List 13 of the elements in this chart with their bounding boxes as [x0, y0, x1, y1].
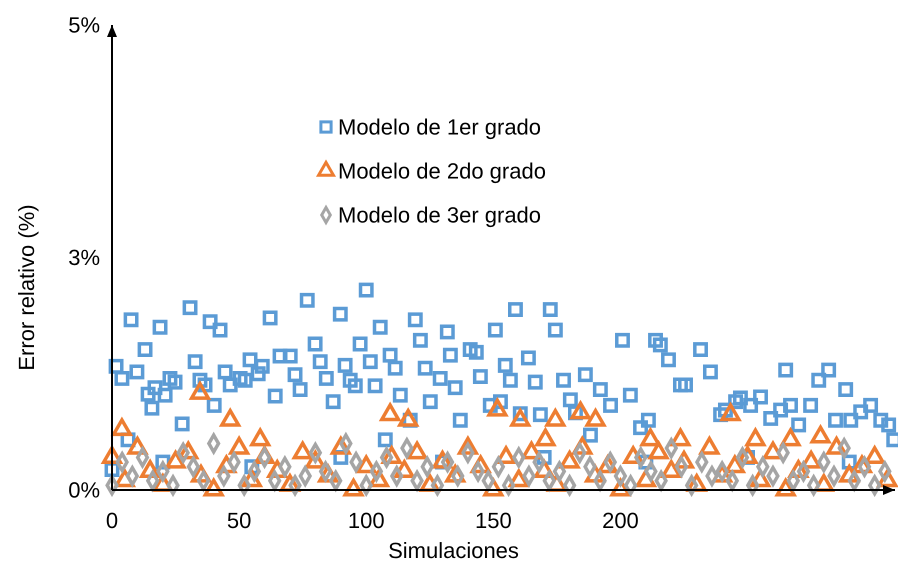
- y-tick-label: 3%: [68, 245, 100, 270]
- x-axis-title: Simulaciones: [388, 538, 519, 563]
- legend-label: Modelo de 3er grado: [338, 202, 542, 228]
- y-tick-label: 5%: [68, 12, 100, 38]
- x-tick-label: 150: [474, 508, 512, 533]
- x-tick-label: 0: [106, 508, 118, 533]
- x-tick-label: 50: [226, 508, 252, 533]
- x-tick-label: 100: [348, 508, 385, 533]
- y-axis-title: Error relativo (%): [14, 204, 39, 371]
- legend-label: Modelo de 2do grado: [338, 158, 546, 184]
- legend-label: Modelo de 1er grado: [338, 114, 542, 140]
- x-tick-label: 200: [602, 508, 639, 533]
- y-tick-label: 0%: [68, 478, 100, 503]
